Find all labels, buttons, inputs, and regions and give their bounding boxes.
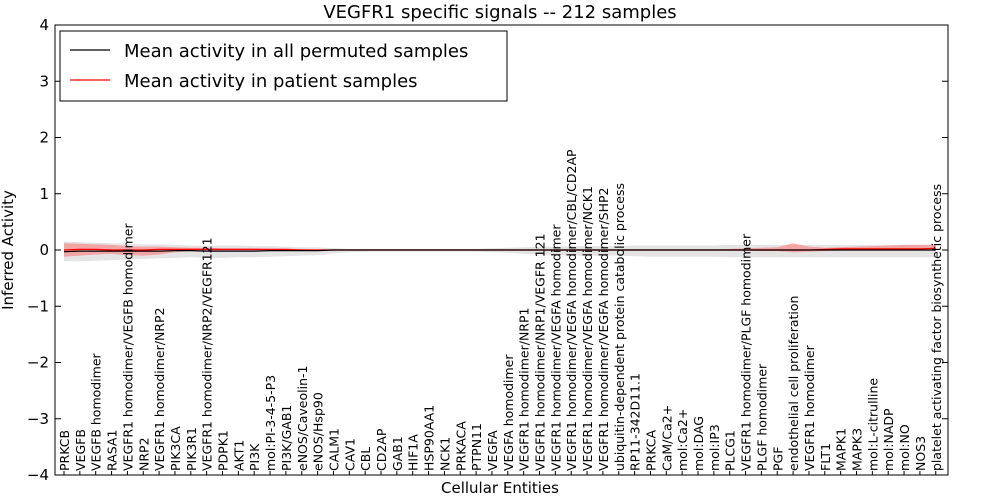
x-tick-label: VEGFR1 homodimer/VEGFB homodimer (120, 223, 135, 471)
x-tick-label: PRKACA (453, 421, 468, 471)
x-tick-label: MAPK3 (850, 428, 865, 471)
x-tick-label: mol:PI-3-4-5-P3 (263, 375, 278, 471)
x-tick-label: VEGFR1 homodimer (802, 344, 817, 471)
x-tick-label: CALM1 (326, 428, 341, 471)
x-tick-label: PIK3CA (168, 426, 183, 471)
x-tick-label: CBL (358, 447, 373, 471)
x-tick-label: eNOS/Hsp90 (311, 392, 326, 471)
x-tick-label: VEGFR1 homodimer/NRP2 (152, 308, 167, 471)
x-tick-label: PTPN11 (469, 423, 484, 471)
y-axis: −4 −3 −2 −1 0 1 2 3 4 (27, 16, 948, 484)
x-tick-label: CAV1 (342, 438, 357, 471)
x-tick-label: CaM/Ca2+ (659, 405, 674, 471)
x-tick-label: VEGFR1 homodimer/VEGFA homodimer/CBL/CD2… (564, 149, 579, 471)
x-tick-label: eNOS/Caveolin-1 (295, 366, 310, 471)
x-tick-label: VEGFB homodimer (89, 352, 104, 471)
x-tick-label: PRKCA (643, 430, 658, 471)
x-tick-label: PI3K (247, 443, 262, 471)
y-tick-label: −2 (27, 354, 49, 372)
y-tick-label: 3 (39, 72, 49, 90)
x-tick-label: VEGFR1 homodimer/NRP1/VEGFR 121 (533, 233, 548, 471)
series-lines (63, 247, 936, 253)
x-tick-label: platelet activating factor biosynthetic … (929, 184, 944, 471)
x-axis-label: Cellular Entities (441, 479, 559, 497)
y-tick-label: 4 (39, 16, 49, 34)
x-tick-label: VEGFA homodimer (501, 354, 516, 471)
x-tick-label: RASA1 (105, 430, 120, 471)
x-tick-label: HSP90AA1 (422, 405, 437, 471)
x-tick-label: mol:NO (897, 424, 912, 471)
x-tick-label: VEGFR1 homodimer/VEGFA homodimer/NCK1 (580, 186, 595, 471)
x-tick-label: endothelial cell proliferation (786, 296, 801, 471)
x-tick-label: VEGFR1 homodimer/VEGFA homodimer/SHP2 (596, 187, 611, 471)
y-tick-label: −4 (27, 466, 49, 484)
x-tick-label: mol:DAG (691, 416, 706, 471)
legend-label-permuted: Mean activity in all permuted samples (124, 41, 468, 62)
x-tick-label: MAPK1 (834, 428, 849, 471)
x-tick-label: VEGFR1 homodimer/VEGFA homodimer (548, 224, 563, 471)
x-tick-label: NCK1 (437, 437, 452, 471)
y-tick-label: 0 (39, 241, 49, 259)
x-tick-label: GAB1 (390, 436, 405, 471)
y-tick-label: −3 (27, 410, 49, 428)
x-tick-label: PGF (770, 447, 785, 471)
x-tick-label: mol:NADP (881, 408, 896, 471)
y-tick-label: −1 (27, 297, 49, 315)
band-series-0 (64, 241, 936, 262)
legend-label-patient: Mean activity in patient samples (124, 71, 418, 92)
x-tick-label: PDPK1 (216, 430, 231, 471)
x-tick-label: NOS3 (913, 436, 928, 471)
x-tick-label: VEGFB (73, 429, 88, 471)
x-tick-label: PLGF homodimer (754, 363, 769, 471)
y-axis-label: Inferred Activity (0, 190, 17, 310)
x-tick-label: VEGFR1 homodimer/NRP2/VEGFR121 (200, 237, 215, 471)
x-tick-labels: PRKCB VEGFB VEGFB homodimer RASA1 VEGFR1 hom… (57, 149, 944, 475)
x-tick-label: PRKCB (57, 430, 72, 471)
line-series-0 (63, 249, 936, 253)
x-tick-label: RP11-342D11.1 (628, 373, 643, 471)
x-tick-label: CD2AP (374, 428, 389, 471)
x-tick-label: AKT1 (231, 440, 246, 471)
plot-frame (54, 24, 949, 476)
legend-box (59, 30, 508, 102)
x-tick-label: PI3K/GAB1 (279, 405, 294, 471)
x-tick-label: HIF1A (406, 434, 421, 471)
y-tick-label: 1 (39, 185, 49, 203)
x-tick-label: VEGFR1 homodimer/NRP1 (517, 308, 532, 471)
chart-title: VEGFR1 specific signals -- 212 samples (323, 2, 676, 23)
x-tick-label: PIK3R1 (184, 427, 199, 471)
x-tick-label: mol:IP3 (707, 424, 722, 471)
x-tick-label: VEGFA (485, 430, 500, 471)
y-tick-label: 2 (39, 129, 49, 147)
x-tick-label: PLCG1 (723, 430, 738, 471)
x-tick-label: VEGFR1 homodimer/PLGF homodimer (739, 233, 754, 471)
x-tick-label: ubiquitin-dependent protein catabolic pr… (612, 183, 627, 471)
x-tick-label: FLT1 (818, 443, 833, 471)
legend: Mean activity in all permuted samples Me… (59, 30, 508, 102)
x-tick-label: mol:L-citrulline (865, 378, 880, 471)
x-tick-label: mol:Ca2+ (675, 409, 690, 471)
x-tick-label: NRP2 (136, 437, 151, 471)
